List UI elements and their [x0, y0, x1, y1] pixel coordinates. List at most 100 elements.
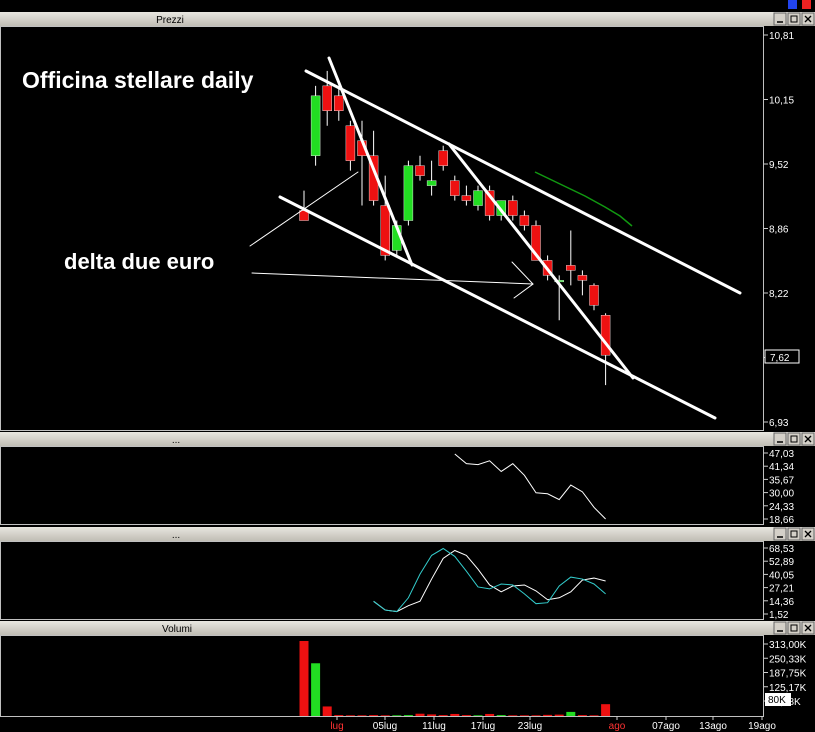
oscillator-1-tick-label: 41,34: [769, 462, 794, 473]
upper-channel-line: [304, 69, 742, 295]
oscillator-2-line: [373, 549, 606, 613]
delta-arrow-line-bottom: [251, 272, 534, 285]
blue-square-icon[interactable]: [788, 0, 797, 9]
restore-icon[interactable]: [787, 12, 801, 26]
oscillator-2-plot: [373, 547, 606, 613]
price-panel-header: Prezzi: [0, 12, 815, 26]
last-price-marker: 7,62: [764, 349, 800, 364]
candle-body: [519, 215, 530, 226]
candle: [566, 230, 576, 286]
date-tick-label: 17lug: [471, 721, 495, 732]
candle-body: [403, 165, 414, 221]
volume-bar: [369, 715, 379, 716]
volume-bar: [519, 715, 529, 716]
candle-body: [566, 265, 576, 271]
volume-bar: [485, 713, 495, 716]
green-moving-average-line: [534, 171, 633, 227]
red-square-icon[interactable]: [802, 0, 811, 9]
restore-icon[interactable]: [787, 432, 801, 446]
volume-bar: [299, 641, 309, 716]
minimize-icon[interactable]: [773, 12, 787, 26]
minimize-icon[interactable]: [773, 432, 787, 446]
volume-bar: [508, 715, 518, 716]
volume-bar: [450, 713, 460, 716]
candle-body: [322, 85, 332, 112]
date-tick-label: 13ago: [699, 721, 727, 732]
price-tick-label: 8,22: [769, 289, 789, 300]
oscillator-2-axis: 68,53 52,89 40,05 27,21 14,36 1,52: [764, 544, 794, 621]
oscillator-2-tick-label: 1,52: [769, 610, 789, 621]
candle-body: [334, 95, 344, 112]
lower-channel-line: [278, 195, 717, 420]
restore-icon[interactable]: [787, 621, 801, 635]
oscillator-1-axis: 47,03 41,34 35,67 30,00 24,33 18,66: [764, 449, 794, 526]
volume-bar: [461, 715, 471, 716]
app-window-controls: [788, 0, 811, 9]
candle: [461, 185, 472, 206]
close-icon[interactable]: [801, 432, 815, 446]
volume-bar: [415, 713, 425, 716]
oscillator-1-line: [454, 453, 606, 520]
volume-bar: [577, 715, 587, 716]
volume-bar: [392, 715, 402, 716]
price-tick-label: 10,81: [769, 31, 794, 42]
arrow-head-icon: [511, 261, 534, 299]
chart-annotations: Officina stellare daily delta due euro: [22, 67, 254, 274]
last-price-box: [764, 349, 800, 364]
price-panel-title: Prezzi: [156, 15, 184, 26]
volume-bars: [299, 641, 611, 716]
date-tick-label: 23lug: [518, 721, 542, 732]
oscillator-2-tick-label: 52,89: [769, 557, 794, 568]
date-tick-label: 07ago: [652, 721, 680, 732]
candle: [426, 160, 437, 196]
price-tick-label: 10,15: [769, 96, 794, 107]
close-icon[interactable]: [801, 527, 815, 541]
oscillator-2-tick-label: 40,05: [769, 570, 794, 581]
restore-icon[interactable]: [787, 527, 801, 541]
oscillator-1-tick-label: 30,00: [769, 489, 794, 500]
date-tick-label: ago: [609, 721, 626, 732]
date-tick-label: 19ago: [748, 721, 776, 732]
delta-arrow-line-top: [249, 171, 359, 247]
candle: [577, 270, 588, 296]
volume-bar: [566, 711, 576, 716]
candle-body: [577, 275, 588, 281]
volume-bar: [357, 715, 367, 716]
candle-body: [415, 165, 425, 176]
annotation-delta: delta due euro: [64, 249, 214, 274]
volume-bar: [601, 704, 611, 716]
candle: [519, 210, 530, 231]
oscillator-1-tick-label: 18,66: [769, 515, 794, 526]
candle-body: [531, 225, 541, 261]
volume-tick-label: 125,17K: [769, 683, 807, 694]
volume-tick-label: 187,75K: [769, 669, 807, 680]
volume-value-box: [765, 693, 791, 706]
trendline-overlays: [249, 56, 742, 420]
steep-trendline: [327, 56, 414, 267]
volume-bar: [531, 715, 541, 716]
annotation-title: Officina stellare daily: [22, 67, 254, 93]
candle: [310, 85, 321, 166]
candle-body: [450, 180, 460, 196]
volume-tick-label: 250,33K: [769, 654, 807, 665]
volume-panel-title: Volumi: [162, 624, 192, 635]
osc2-panel-header: ...: [0, 527, 815, 541]
date-tick-label: 11lug: [422, 721, 446, 732]
volume-bar: [334, 715, 344, 716]
candle: [508, 195, 518, 221]
candle-body: [589, 285, 599, 306]
candle: [415, 155, 425, 181]
candle: [322, 70, 332, 126]
oscillator-2-tick-label: 27,21: [769, 584, 794, 595]
date-tick-label: lug: [330, 721, 343, 732]
volume-bar: [438, 715, 448, 716]
oscillator-1-tick-label: 24,33: [769, 502, 794, 513]
minimize-icon[interactable]: [773, 527, 787, 541]
close-icon[interactable]: [801, 12, 815, 26]
minimize-icon[interactable]: [773, 621, 787, 635]
volume-bar: [380, 715, 390, 716]
candle-body: [426, 180, 437, 186]
candle-body: [438, 150, 448, 166]
close-icon[interactable]: [801, 621, 815, 635]
